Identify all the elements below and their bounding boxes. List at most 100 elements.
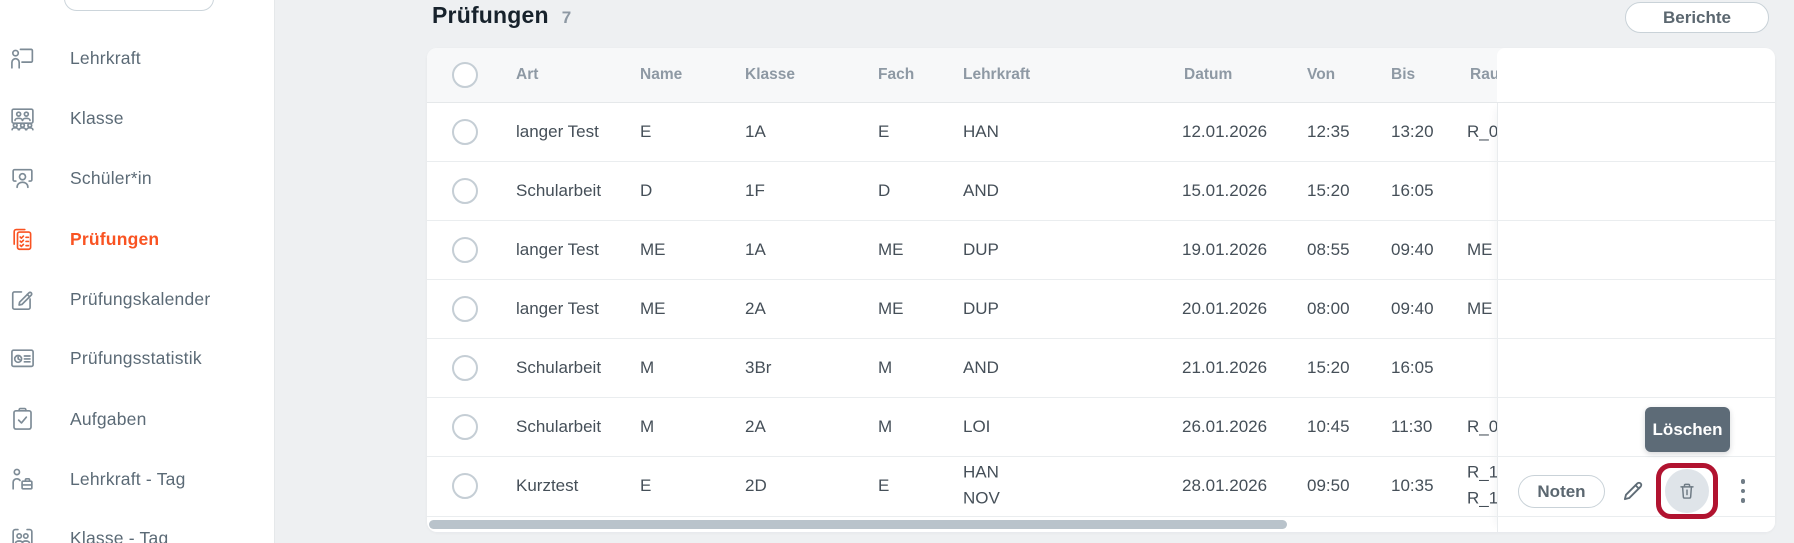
class-day-icon (12, 528, 33, 543)
sidebar-top-button-partial[interactable] (64, 0, 214, 11)
sidebar-item-label: Lehrkraft (70, 47, 141, 68)
cell-bis: 11:30 (1391, 416, 1433, 436)
cell-fach: D (878, 180, 891, 200)
sidebar-item-pruefungen[interactable]: Prüfungen (0, 222, 274, 256)
row-checkbox[interactable] (452, 118, 478, 145)
exam-count-badge: 7 (561, 8, 572, 27)
sidebar-item-label: Klasse - Tag (70, 527, 169, 543)
select-all-checkbox[interactable] (452, 62, 478, 88)
cell-von: 08:55 (1307, 239, 1350, 259)
cell-art: langer Test (516, 298, 599, 318)
cell-bis: 16:05 (1391, 180, 1434, 200)
cell-name: ME (640, 298, 666, 318)
horizontal-scrollbar-thumb[interactable] (429, 520, 1287, 529)
sidebar-item-lehrkraft[interactable]: Lehrkraft (0, 41, 274, 75)
cell-name: E (640, 475, 652, 495)
cell-von: 09:50 (1307, 475, 1350, 495)
sidebar-item-label: Prüfungsstatistik (70, 347, 202, 368)
more-actions-button[interactable] (1732, 472, 1754, 510)
delete-button[interactable] (1665, 469, 1709, 513)
cell-lehrkraft: HAN (963, 121, 999, 141)
cell-fach: ME (878, 298, 904, 318)
divider (427, 220, 1775, 221)
kebab-menu-icon (1740, 479, 1746, 484)
cell-lehrkraft: DUP (963, 298, 999, 318)
column-header-fach: Fach (878, 66, 915, 83)
cell-von: 08:00 (1307, 298, 1350, 318)
column-header-klasse: Klasse (745, 66, 795, 83)
sidebar-item-klasse-tag[interactable]: Klasse - Tag (0, 521, 274, 543)
column-header-von: Von (1307, 66, 1336, 83)
cell-klasse: 2A (745, 416, 766, 436)
cell-datum: 12.01.2026 (1182, 121, 1268, 141)
cell-lehrkraft: LOI (963, 416, 991, 436)
cell-lehrkraft: DUP (963, 239, 999, 259)
exam-statistics-icon (11, 348, 34, 367)
cell-art: Schularbeit (516, 416, 602, 436)
cell-lehrkraft: AND (963, 180, 999, 200)
cell-art: Schularbeit (516, 357, 602, 377)
cell-art: Kurztest (516, 475, 579, 495)
cell-name: D (640, 180, 653, 200)
cell-datum: 15.01.2026 (1182, 180, 1268, 200)
row-checkbox[interactable] (452, 177, 478, 204)
cell-fach: E (878, 475, 890, 495)
cell-raum: R_0 (1467, 416, 1499, 436)
divider (427, 161, 1775, 162)
sidebar-item-lehrkraft-tag[interactable]: Lehrkraft - Tag (0, 462, 274, 496)
delete-button-highlight (1656, 463, 1718, 519)
teacher-day-icon (12, 468, 33, 490)
cell-fach: M (878, 357, 893, 377)
cell-klasse: 2A (745, 298, 766, 318)
row-checkbox[interactable] (452, 295, 478, 322)
sidebar-item-pruefungsstatistik[interactable]: Prüfungsstatistik (0, 341, 274, 375)
divider (427, 102, 1775, 103)
sidebar-item-pruefungskalender[interactable]: Prüfungskalender (0, 282, 274, 316)
cell-klasse: 1A (745, 121, 766, 141)
row-checkbox[interactable] (452, 413, 478, 440)
divider (427, 338, 1775, 339)
sidebar-item-klasse[interactable]: Klasse (0, 101, 274, 135)
divider (427, 279, 1775, 280)
berichte-button[interactable]: Berichte (1625, 2, 1769, 33)
cell-fach: M (878, 416, 893, 436)
page-header: Prüfungen 7 (432, 2, 571, 29)
divider (427, 456, 1775, 457)
exams-icon (13, 228, 32, 250)
delete-tooltip: Löschen (1645, 407, 1730, 452)
cell-bis: 10:35 (1391, 475, 1434, 495)
cell-bis: 16:05 (1391, 357, 1434, 377)
actions-column-background (1497, 102, 1775, 532)
cell-art: langer Test (516, 239, 599, 259)
student-icon (12, 168, 33, 188)
cell-art: langer Test (516, 121, 599, 141)
cell-name: M (640, 357, 655, 377)
cell-datum: 21.01.2026 (1182, 357, 1268, 377)
noten-button[interactable]: Noten (1518, 475, 1605, 508)
cell-von: 12:35 (1307, 121, 1350, 141)
sidebar-item-schueler[interactable]: Schüler*in (0, 161, 274, 195)
pencil-icon (1623, 481, 1643, 501)
cell-name: E (640, 121, 652, 141)
row-checkbox[interactable] (452, 354, 478, 381)
page-title: Prüfungen (432, 2, 549, 28)
cell-bis: 13:20 (1391, 121, 1434, 141)
cell-name: ME (640, 239, 666, 259)
cell-klasse: 3Br (745, 357, 772, 377)
actions-column-header (1497, 48, 1775, 102)
sidebar-item-aufgaben[interactable]: Aufgaben (0, 402, 274, 436)
sidebar-item-label: Schüler*in (70, 167, 152, 188)
cell-von: 15:20 (1307, 180, 1350, 200)
edit-button[interactable] (1618, 476, 1648, 506)
table-header-row: Art Name Klasse Fach Lehrkraft Datum Von… (427, 48, 1775, 102)
trash-icon (1680, 483, 1694, 499)
row-checkbox[interactable] (452, 236, 478, 263)
cell-datum: 26.01.2026 (1182, 416, 1268, 436)
exam-calendar-icon (11, 290, 33, 310)
sidebar-item-label: Aufgaben (70, 408, 147, 429)
exams-table: Art Name Klasse Fach Lehrkraft Datum Von… (427, 48, 1775, 532)
cell-raum: R_0 (1467, 121, 1499, 141)
cell-raum: ME (1467, 298, 1493, 318)
row-checkbox[interactable] (452, 473, 478, 499)
